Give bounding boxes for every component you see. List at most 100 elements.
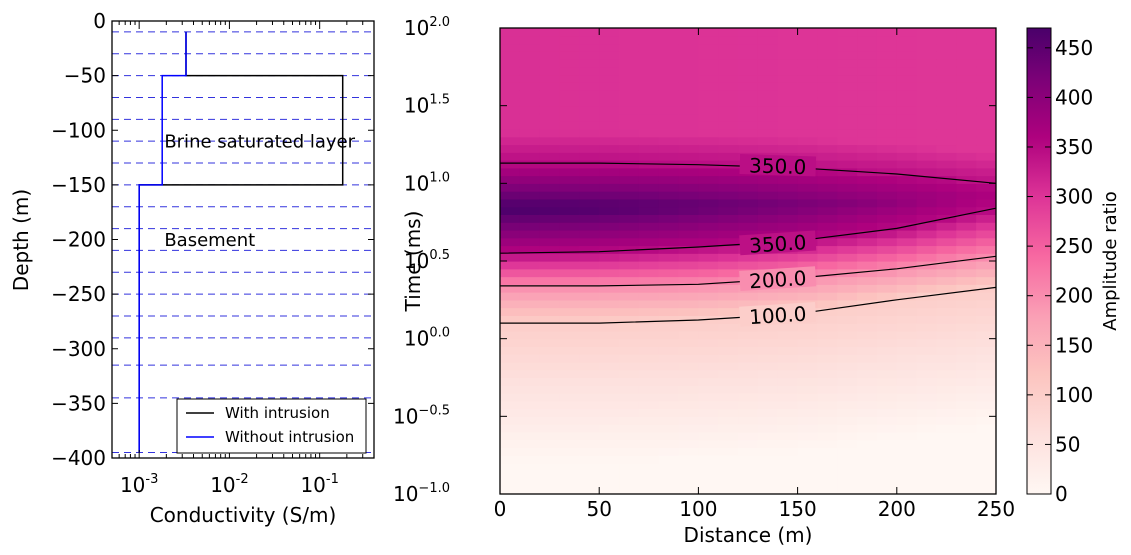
heatmap-cell (956, 261, 977, 270)
heatmap-cell (718, 51, 739, 60)
heatmap-cell (837, 43, 858, 52)
heatmap-cell (777, 74, 799, 83)
heatmap-cell (738, 431, 759, 441)
heatmap-cell (619, 315, 640, 324)
heatmap-cell (797, 354, 819, 363)
heatmap-cell (896, 416, 918, 425)
heatmap-cell (599, 245, 620, 254)
heatmap-cell (500, 424, 521, 433)
heatmap-cell (797, 90, 819, 99)
heatmap-cell (837, 183, 858, 192)
heatmap-cell (698, 455, 719, 464)
heatmap-cell (718, 299, 739, 309)
heatmap-cell (619, 198, 640, 208)
heatmap-cell (817, 28, 838, 37)
heatmap-cell (896, 470, 918, 480)
contour-label-gap (739, 230, 817, 256)
heatmap-cell (500, 82, 521, 91)
heatmap-cell (698, 292, 719, 301)
heatmap-cell (896, 74, 918, 83)
heatmap-cell (837, 35, 858, 45)
heatmap-cell (956, 152, 977, 161)
heatmap-cell (698, 113, 719, 122)
heatmap-cell (698, 385, 719, 394)
heatmap-cell (638, 478, 660, 487)
heatmap-cell (896, 431, 918, 441)
heatmap-cell (797, 486, 819, 494)
heatmap-cell (500, 284, 521, 293)
heatmap-cell (857, 59, 878, 68)
heatmap-cell (757, 369, 779, 379)
heatmap-cell (936, 377, 957, 386)
heatmap-cell (837, 152, 858, 161)
y-tick-label: −100 (51, 118, 106, 142)
heatmap-cell (817, 191, 838, 200)
heatmap-cell (757, 346, 779, 355)
heatmap-cell (678, 268, 699, 278)
heatmap-cell (817, 268, 838, 278)
heatmap-cell (500, 59, 521, 68)
colorbar-tick-label: 100 (1055, 383, 1093, 407)
heatmap-cell (658, 191, 680, 200)
heatmap-cell (638, 198, 660, 208)
heatmap-cell (619, 229, 640, 239)
heatmap-cell (619, 183, 640, 192)
heatmap-cell (817, 478, 838, 487)
heatmap-cell (559, 51, 580, 60)
heatmap-cell (857, 113, 878, 122)
heatmap-cell (698, 237, 719, 247)
heatmap-cell (718, 222, 739, 231)
heatmap-cell (658, 136, 680, 146)
heatmap-cell (698, 90, 719, 99)
heatmap-cell (718, 191, 739, 200)
heatmap-cell (678, 90, 699, 99)
y-tick-label: 101.0 (404, 170, 450, 195)
heatmap-cell (738, 66, 759, 76)
heatmap-cell (519, 253, 541, 262)
heatmap-cell (837, 408, 858, 417)
x-tick-label: 150 (779, 497, 817, 521)
heatmap-cell (579, 307, 600, 316)
heatmap-cell (916, 478, 938, 487)
heatmap-cell (857, 424, 878, 433)
heatmap-cell (539, 175, 561, 184)
heatmap-cell (777, 323, 799, 332)
heatmap-cell (539, 431, 561, 441)
heatmap-cell (698, 393, 719, 402)
heatmap-cell (976, 299, 996, 309)
heatmap-cell (599, 470, 620, 480)
heatmap-cell (976, 160, 996, 169)
heatmap-cell (936, 486, 957, 494)
heatmap-cell (539, 43, 561, 52)
heatmap-cell (936, 416, 957, 425)
heatmap-cell (876, 51, 898, 60)
heatmap-cell (619, 97, 640, 107)
heatmap-cell (777, 191, 799, 200)
heatmap-cell (539, 97, 561, 107)
heatmap-cell (857, 284, 878, 293)
heatmap-cell (638, 455, 660, 464)
heatmap-cell (976, 276, 996, 285)
heatmap-cell (817, 431, 838, 441)
heatmap-cell (857, 478, 878, 487)
heatmap-cell (579, 90, 600, 99)
heatmap-cell (718, 385, 739, 394)
heatmap-cell (698, 66, 719, 76)
heatmap-cell (519, 377, 541, 386)
heatmap-cell (976, 385, 996, 394)
heatmap-cell (638, 237, 660, 247)
heatmap-cell (857, 307, 878, 316)
heatmap-cell (539, 136, 561, 146)
heatmap-cell (539, 191, 561, 200)
heatmap-cell (876, 431, 898, 441)
heatmap-cell (678, 400, 699, 410)
heatmap-cell (698, 43, 719, 52)
heatmap-cell (876, 253, 898, 262)
heatmap-cell (658, 400, 680, 410)
heatmap-cell (500, 369, 521, 379)
heatmap-cell (500, 268, 521, 278)
heatmap-cell (936, 431, 957, 441)
heatmap-cell (916, 416, 938, 425)
heatmap-cell (500, 393, 521, 402)
heatmap-cell (857, 206, 878, 215)
